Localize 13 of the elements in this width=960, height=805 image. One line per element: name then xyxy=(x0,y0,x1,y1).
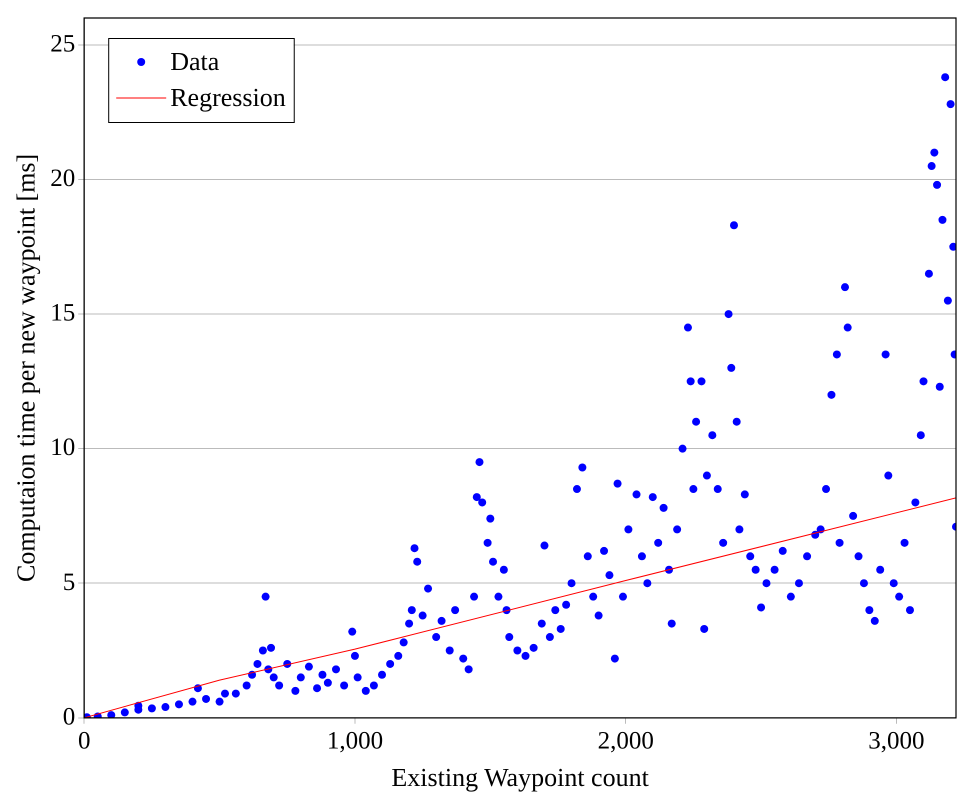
legend-label: Data xyxy=(170,46,220,76)
y-tick-label: 0 xyxy=(62,703,76,730)
x-tick-label: 2,000 xyxy=(598,727,654,754)
x-axis-title: Existing Waypoint count xyxy=(391,763,650,792)
y-tick-label: 15 xyxy=(50,300,76,327)
x-tick-label: 1,000 xyxy=(326,727,384,754)
legend-label: Regression xyxy=(170,82,286,112)
x-tick-label: 3,000 xyxy=(868,727,925,754)
y-tick-label: 10 xyxy=(50,434,76,462)
y-tick-label: 25 xyxy=(50,30,76,58)
y-tick-label: 5 xyxy=(62,568,76,596)
y-tick-label: 20 xyxy=(50,165,76,192)
y-axis-title: Computaion time per new waypoint [ms] xyxy=(11,154,40,582)
